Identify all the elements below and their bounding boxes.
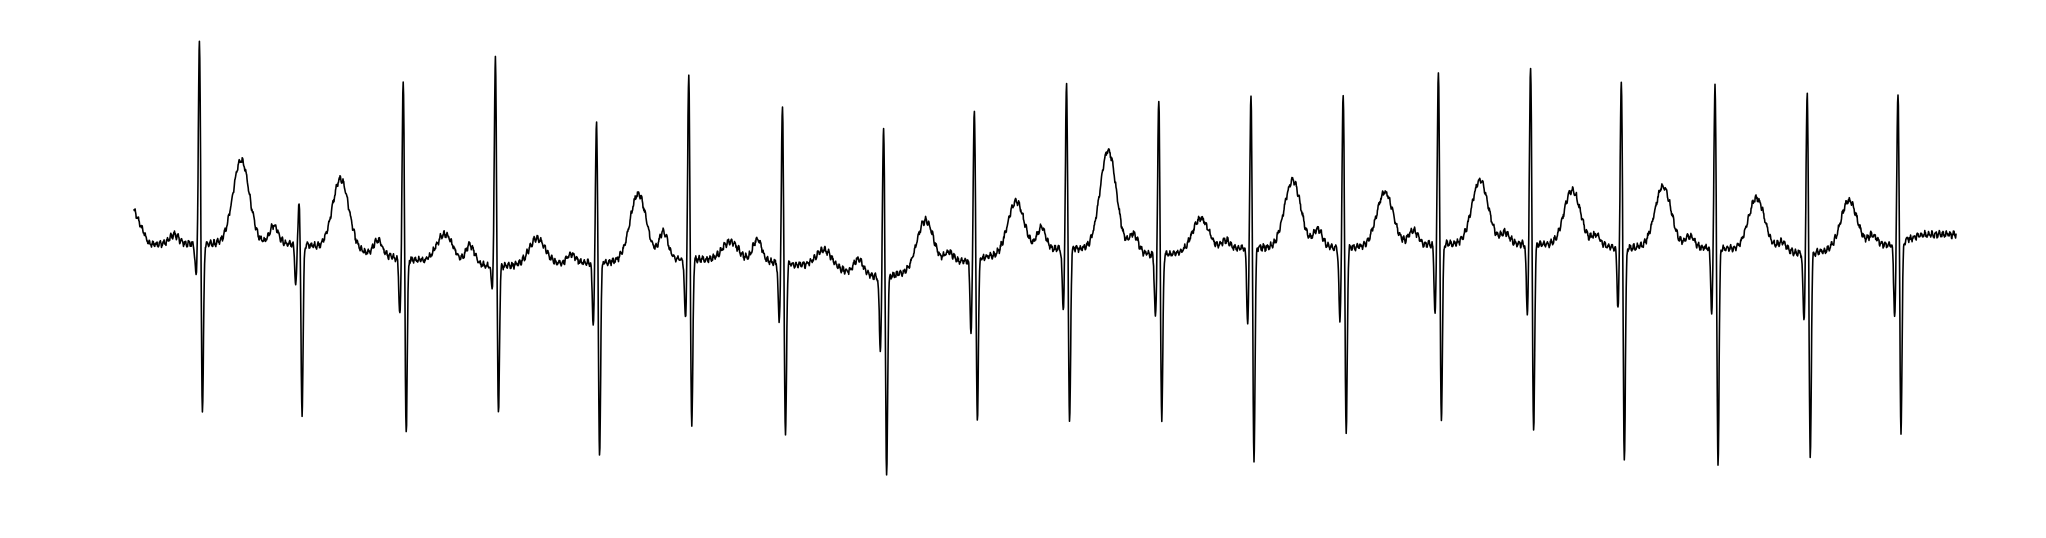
ecg-series-line: [133, 40, 1957, 476]
series-group: [133, 40, 1957, 476]
